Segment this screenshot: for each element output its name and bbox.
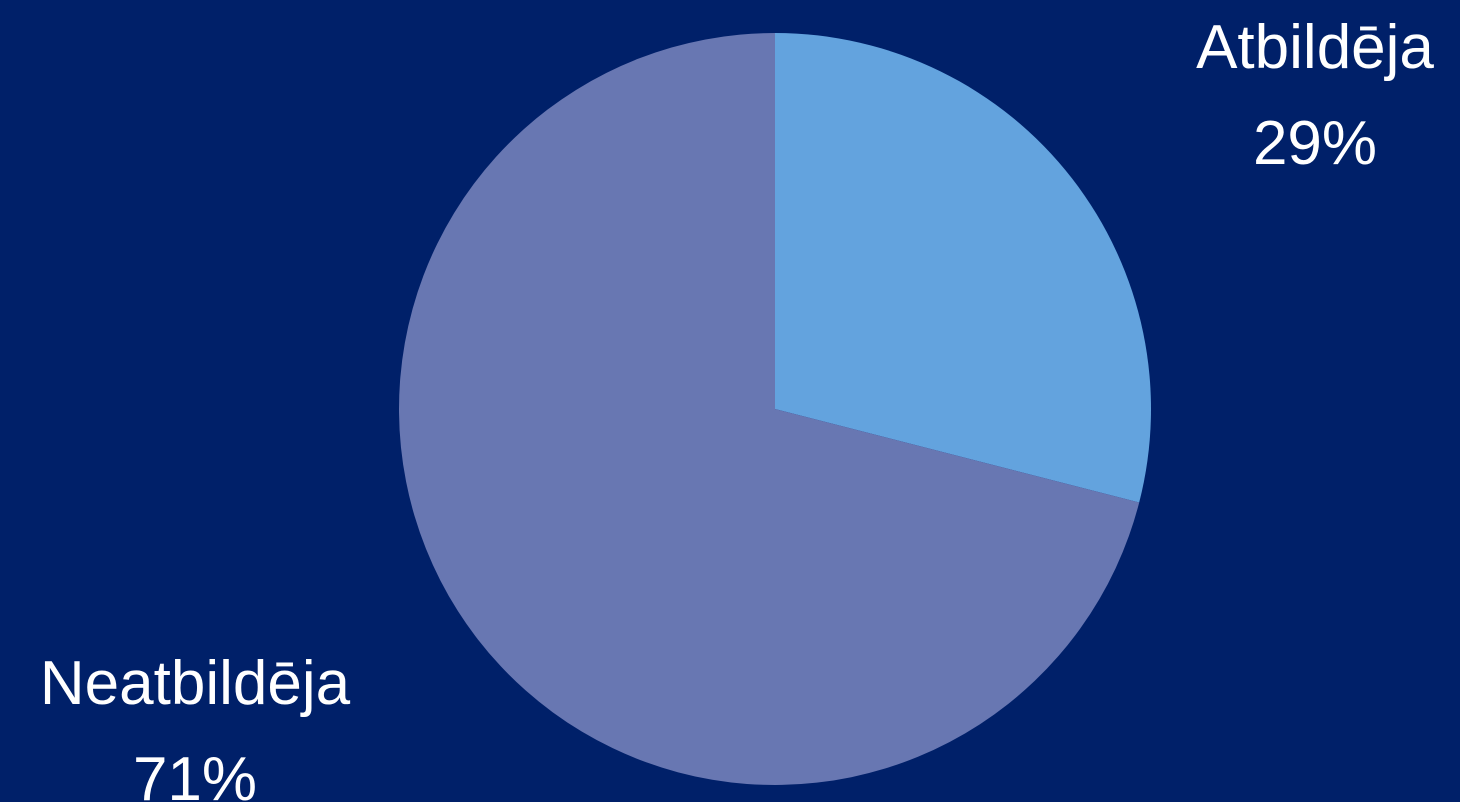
- pie-slice-atbildeja: [775, 33, 1151, 503]
- slice-label-atbildeja: Atbildēja 29%: [1170, 0, 1460, 192]
- slice-label-neatbildeja: Neatbildēja 71%: [10, 636, 380, 802]
- pie-slice-neatbildeja: [399, 33, 1140, 785]
- slice-label-atbildeja-name: Atbildēja: [1196, 13, 1434, 82]
- slice-label-atbildeja-percent: 29%: [1252, 109, 1378, 179]
- slice-label-neatbildeja-percent: 71%: [132, 745, 258, 802]
- slice-label-neatbildeja-name: Neatbildēja: [39, 649, 351, 718]
